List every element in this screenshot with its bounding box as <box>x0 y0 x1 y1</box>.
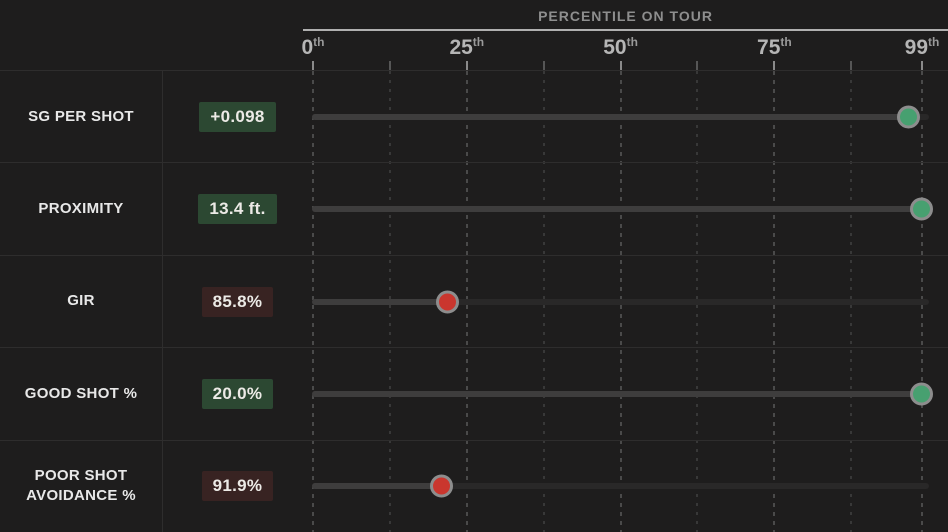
stat-label-cell: GOOD SHOT % <box>0 348 163 440</box>
axis-tick-minor <box>696 61 699 71</box>
stat-name: SG PER SHOT <box>28 107 134 125</box>
axis-label: 0th <box>301 35 325 59</box>
axis-label: 50th <box>603 35 638 59</box>
stat-rows: SG PER SHOT +0.098 PROXIMITY 13.4 ft. <box>0 70 948 532</box>
stat-label-cell: PROXIMITY <box>0 163 163 255</box>
percentile-dot <box>909 197 933 221</box>
percentile-slider <box>312 441 948 532</box>
stat-value-cell: 20.0% <box>163 348 312 439</box>
stat-name: GOOD SHOT % <box>24 384 138 402</box>
stat-row-sg-per-shot: SG PER SHOT +0.098 <box>0 70 948 163</box>
axis-tick-major <box>465 61 468 71</box>
percentile-dot <box>429 474 453 498</box>
stat-value-cell: 85.8% <box>163 256 312 347</box>
stat-label-cell: POOR SHOT AVOIDANCE % <box>0 440 163 532</box>
axis-tick-major <box>773 61 776 71</box>
stat-label-cell: SG PER SHOT <box>0 71 163 163</box>
axis-tick-minor <box>542 61 545 71</box>
percentile-slider <box>312 163 948 254</box>
percentile-dot <box>897 105 921 129</box>
slider-track-fill <box>312 206 921 213</box>
percentile-slider <box>312 71 948 162</box>
percentile-slider <box>312 256 948 347</box>
percentile-dot <box>435 290 459 314</box>
stat-value-cell: 13.4 ft. <box>163 163 312 254</box>
stat-row-proximity: PROXIMITY 13.4 ft. <box>0 162 948 255</box>
stat-value-badge: 13.4 ft. <box>198 194 277 225</box>
slider-track-fill <box>312 390 921 397</box>
stat-value-badge: 85.8% <box>201 286 274 317</box>
stat-row-gir: GIR 85.8% <box>0 254 948 348</box>
stat-name: PROXIMITY <box>38 199 124 217</box>
chart-title-underline <box>303 29 948 31</box>
stat-value-badge: 20.0% <box>201 378 274 409</box>
axis-tick-major <box>921 61 923 71</box>
slider-track <box>312 390 929 397</box>
axis-label: 75th <box>757 35 792 59</box>
axis-label: 25th <box>449 35 485 59</box>
axis-tick-minor <box>850 61 853 71</box>
axis-label: 99th <box>904 35 940 59</box>
axis-tick-major <box>619 61 622 71</box>
stat-value-badge: +0.098 <box>199 101 276 132</box>
stat-value-badge: 91.9% <box>201 471 274 502</box>
slider-track-fill <box>312 113 909 120</box>
slider-track-fill <box>312 483 442 490</box>
slider-track <box>312 206 929 213</box>
stat-name: POOR SHOT AVOIDANCE % <box>26 467 136 505</box>
chart-title: PERCENTILE ON TOUR <box>538 8 713 24</box>
slider-track <box>312 483 929 490</box>
percentile-dot <box>909 382 933 406</box>
slider-track <box>312 298 929 305</box>
stat-row-poor-shot-avoidance-pct: POOR SHOT AVOIDANCE % 91.9% <box>0 439 948 532</box>
slider-track <box>312 113 929 120</box>
percentile-slider <box>312 348 948 439</box>
slider-track-fill <box>312 298 448 305</box>
stat-label-cell: GIR <box>0 255 163 348</box>
stat-name: GIR <box>67 292 95 310</box>
stat-value-cell: +0.098 <box>163 71 312 162</box>
stat-row-good-shot-pct: GOOD SHOT % 20.0% <box>0 347 948 440</box>
axis-tick-minor <box>388 61 391 71</box>
stat-value-cell: 91.9% <box>163 441 312 532</box>
axis-tick-major <box>312 61 314 71</box>
